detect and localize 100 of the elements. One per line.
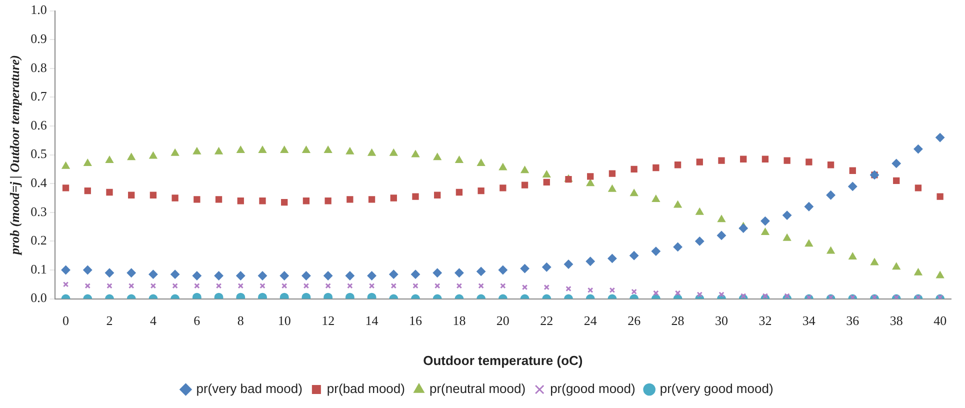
- point: [149, 152, 158, 159]
- point: [83, 266, 92, 274]
- point: [412, 282, 418, 289]
- point: [717, 230, 726, 240]
- point: [61, 266, 70, 274]
- point: [826, 246, 835, 254]
- point: [171, 148, 180, 156]
- point: [652, 194, 660, 202]
- point: [630, 251, 639, 260]
- point: [718, 215, 726, 222]
- point: [542, 170, 551, 178]
- point: [148, 270, 158, 279]
- point: [696, 208, 704, 215]
- point: [346, 147, 354, 154]
- point: [718, 157, 725, 164]
- point: [653, 290, 659, 296]
- point: [367, 271, 376, 280]
- point: [760, 216, 770, 226]
- point: [498, 163, 507, 170]
- point: [302, 198, 310, 204]
- x-tick-label: 40: [934, 313, 947, 328]
- x-tick-label: 14: [365, 313, 379, 328]
- point: [215, 196, 222, 203]
- point: [848, 252, 857, 260]
- point: [500, 282, 506, 289]
- legend-label: pr(very good mood): [660, 381, 774, 396]
- x-tick-label: 6: [194, 313, 201, 328]
- point: [170, 270, 180, 279]
- point: [542, 262, 552, 272]
- x-tick-label: 18: [452, 313, 466, 328]
- point: [236, 146, 245, 153]
- point: [586, 256, 595, 266]
- point: [434, 192, 441, 198]
- point: [172, 282, 178, 289]
- point: [630, 166, 638, 173]
- point: [432, 268, 442, 278]
- point: [106, 156, 114, 164]
- point: [804, 240, 813, 247]
- point: [258, 271, 267, 280]
- point: [695, 236, 704, 246]
- y-tick-label: 0.8: [30, 60, 47, 75]
- point: [150, 192, 157, 198]
- point: [674, 290, 681, 296]
- point: [500, 184, 506, 192]
- point: [389, 270, 398, 279]
- point: [106, 188, 113, 196]
- point: [214, 147, 223, 154]
- legend-label: pr(good mood): [550, 381, 636, 396]
- point: [740, 156, 747, 162]
- point: [892, 158, 901, 168]
- point: [302, 146, 310, 153]
- point: [150, 282, 156, 289]
- x-tick-label: 0: [62, 313, 70, 328]
- x-tick-label: 10: [278, 313, 291, 328]
- point: [368, 196, 376, 203]
- point: [192, 271, 202, 280]
- point: [652, 164, 660, 172]
- point: [84, 187, 91, 194]
- point: [827, 162, 834, 168]
- point: [368, 282, 375, 289]
- y-tick-label: 0.3: [30, 204, 47, 219]
- x-tick-label: 4: [150, 313, 157, 328]
- point: [280, 146, 288, 153]
- point: [324, 146, 332, 153]
- point: [696, 158, 703, 166]
- point: [631, 288, 637, 294]
- point: [281, 198, 288, 206]
- point: [390, 282, 397, 289]
- y-axis-title: prob (mood=j | Outdoor temperature): [7, 55, 22, 256]
- legend-label: pr(very bad mood): [196, 381, 302, 396]
- point: [281, 282, 288, 289]
- x-axis-title: Outdoor temperature (oC): [423, 352, 583, 368]
- point: [478, 282, 484, 289]
- point: [62, 282, 69, 288]
- x-tick-label: 36: [846, 313, 860, 328]
- legend-label: pr(bad mood): [326, 381, 405, 396]
- x-tick-label: 28: [671, 313, 684, 328]
- y-tick-label: 0.0: [30, 290, 47, 306]
- point: [674, 200, 682, 208]
- point: [674, 162, 682, 168]
- point: [892, 262, 900, 270]
- point: [826, 190, 836, 200]
- point: [192, 147, 201, 154]
- point: [104, 268, 114, 278]
- point: [651, 246, 660, 256]
- x-tick-label: 12: [322, 313, 335, 328]
- point: [412, 193, 419, 200]
- point: [564, 260, 573, 269]
- point: [630, 189, 638, 196]
- point: [347, 282, 353, 289]
- point: [522, 284, 528, 290]
- point: [433, 153, 442, 160]
- point: [62, 162, 70, 169]
- point: [477, 158, 486, 166]
- point: [260, 282, 266, 289]
- x-tick-label: 16: [408, 313, 422, 328]
- point: [784, 157, 790, 164]
- y-tick-label: 0.4: [30, 175, 48, 190]
- point: [761, 228, 770, 236]
- y-tick-label: 1.0: [30, 2, 47, 18]
